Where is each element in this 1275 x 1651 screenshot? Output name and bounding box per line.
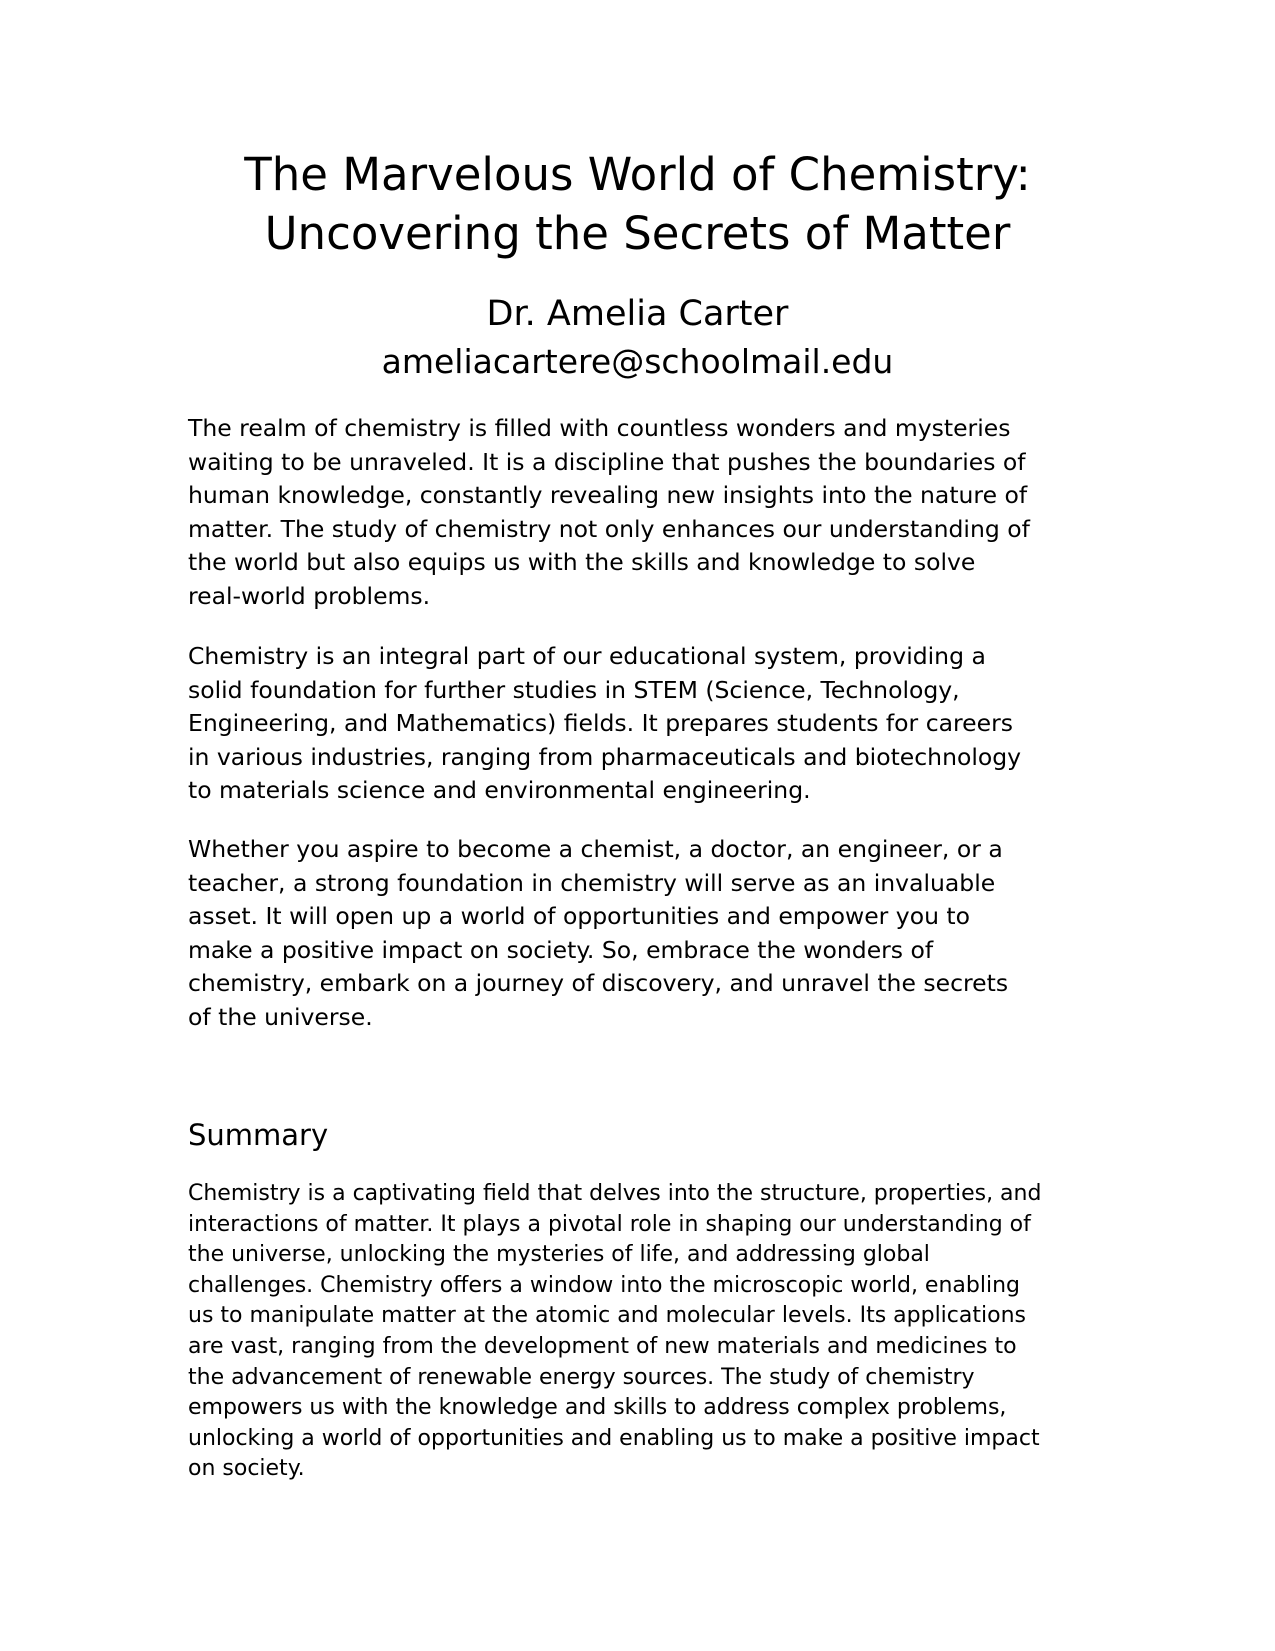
body-paragraph: The realm of chemistry is filled with co…	[188, 412, 1098, 614]
paragraph-line: chemistry, embark on a journey of discov…	[188, 969, 1009, 998]
title-line: Uncovering the Secrets of Matter	[264, 207, 1011, 260]
paragraph-line: make a positive impact on society. So, e…	[188, 935, 934, 964]
summary-line: are vast, ranging from the development o…	[188, 1333, 1017, 1359]
paragraph-line: human knowledge, constantly revealing ne…	[188, 481, 1028, 510]
paragraph-line: matter. The study of chemistry not only …	[188, 514, 1030, 543]
paragraph-line: real-world problems.	[188, 581, 431, 610]
paragraph-line: Chemistry is an integral part of our edu…	[188, 642, 986, 670]
paragraph-line: teacher, a strong foundation in chemistr…	[188, 868, 996, 897]
paragraph-line: in various industries, ranging from phar…	[188, 742, 1022, 771]
summary-line: unlocking a world of opportunities and e…	[188, 1425, 1040, 1451]
paragraph-line: Engineering, and Mathematics) fields. It…	[188, 709, 1013, 738]
author-email: ameliacartere@schoolmail.edu	[381, 342, 894, 381]
summary-line: the advancement of renewable energy sour…	[188, 1364, 975, 1390]
summary-line: us to manipulate matter at the atomic an…	[188, 1303, 1026, 1329]
paragraph-line: waiting to be unraveled. It is a discipl…	[188, 447, 1026, 476]
paragraph-line: the world but also equips us with the sk…	[188, 548, 976, 577]
author-name: Dr. Amelia Carter	[486, 294, 789, 334]
paragraph-line: to materials science and environmental e…	[188, 776, 811, 805]
summary-paragraph: Chemistry is a captivating field that de…	[188, 1179, 1098, 1485]
paragraph-line: solid foundation for further studies in …	[188, 675, 960, 704]
title-line: The Marvelous World of Chemistry:	[244, 148, 1031, 201]
summary-line: challenges. Chemistry offers a window in…	[188, 1272, 1020, 1298]
document-title: The Marvelous World of Chemistry: Uncove…	[100, 145, 1175, 263]
summary-line: Chemistry is a captivating field that de…	[188, 1181, 1042, 1206]
summary-heading: Summary	[188, 1118, 329, 1152]
paragraph-line: asset. It will open up a world of opport…	[188, 902, 971, 931]
paragraph-line: of the universe.	[188, 1002, 373, 1031]
paragraph-line: Whether you aspire to become a chemist, …	[188, 835, 1003, 863]
summary-line: empowers us with the knowledge and skill…	[188, 1395, 1007, 1421]
paragraph-line: The realm of chemistry is filled with co…	[188, 414, 1011, 442]
body-paragraph: Whether you aspire to become a chemist, …	[188, 833, 1098, 1035]
summary-line: interactions of matter. It plays a pivot…	[188, 1211, 1031, 1237]
summary-line: on society.	[188, 1456, 305, 1482]
body-paragraph: Chemistry is an integral part of our edu…	[188, 640, 1098, 808]
summary-line: the universe, unlocking the mysteries of…	[188, 1242, 930, 1268]
